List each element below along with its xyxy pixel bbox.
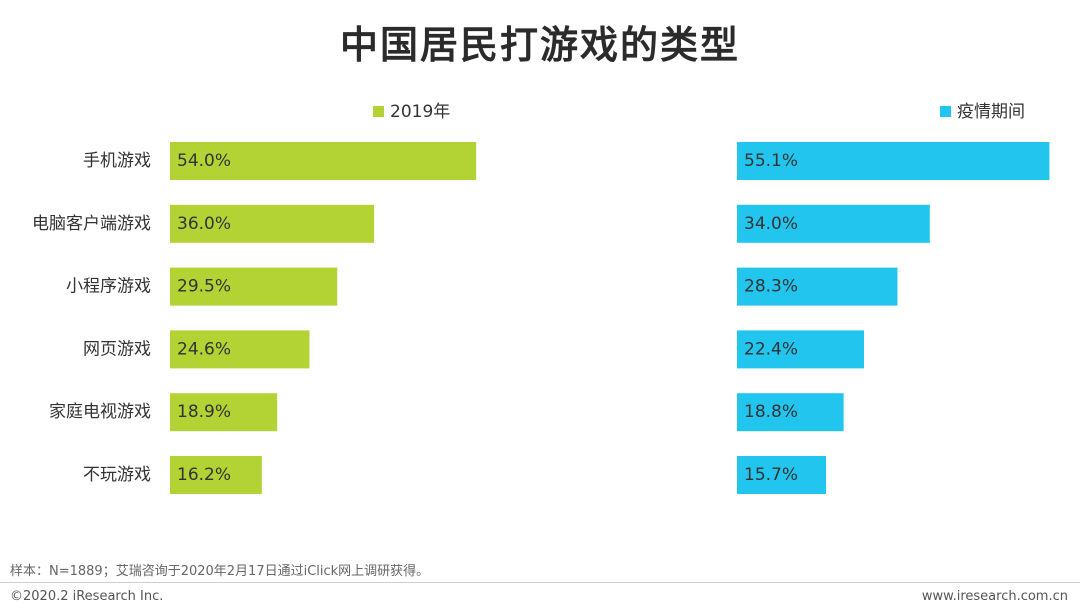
bar — [737, 330, 865, 369]
data-label: 18.9% — [177, 402, 231, 422]
page-title: 中国居民打游戏的类型 — [339, 23, 740, 67]
data-label: 29.5% — [177, 277, 231, 297]
site-url: www.iresearch.com.cn — [921, 589, 1068, 604]
data-label: 18.8% — [744, 402, 798, 422]
data-label: 36.0% — [177, 214, 231, 234]
bar — [170, 204, 375, 243]
bar — [170, 142, 477, 180]
data-label: 55.1% — [744, 151, 798, 171]
legend-label: 2019年 — [390, 102, 450, 122]
bar — [737, 204, 930, 243]
bar — [737, 456, 827, 494]
category-label: 小程序游戏 — [66, 277, 151, 297]
data-label: 24.6% — [177, 339, 231, 359]
bar — [170, 393, 278, 432]
bar — [737, 267, 898, 306]
category-label: 不玩游戏 — [83, 465, 151, 485]
data-label: 34.0% — [744, 214, 798, 234]
data-label: 16.2% — [177, 465, 231, 485]
legend-label: 疫情期间 — [957, 102, 1025, 122]
data-label: 28.3% — [744, 277, 798, 297]
footer-divider — [0, 582, 1080, 583]
bar — [170, 456, 262, 494]
bar — [737, 142, 1050, 180]
category-label: 网页游戏 — [83, 339, 151, 359]
copyright: ©2020.2 iResearch Inc. — [10, 589, 164, 604]
data-label: 54.0% — [177, 151, 231, 171]
data-label: 15.7% — [744, 465, 798, 485]
bar — [170, 330, 310, 369]
legend-swatch — [373, 106, 384, 117]
category-label: 手机游戏 — [83, 151, 151, 171]
category-label: 电脑客户端游戏 — [32, 214, 151, 234]
bar — [737, 393, 844, 432]
bar — [170, 267, 338, 306]
data-label: 22.4% — [744, 339, 798, 359]
footnote: 样本：N=1889；艾瑞咨询于2020年2月17日通过iClick网上调研获得。 — [10, 564, 430, 579]
category-label: 家庭电视游戏 — [49, 402, 151, 422]
legend-swatch — [940, 106, 951, 117]
